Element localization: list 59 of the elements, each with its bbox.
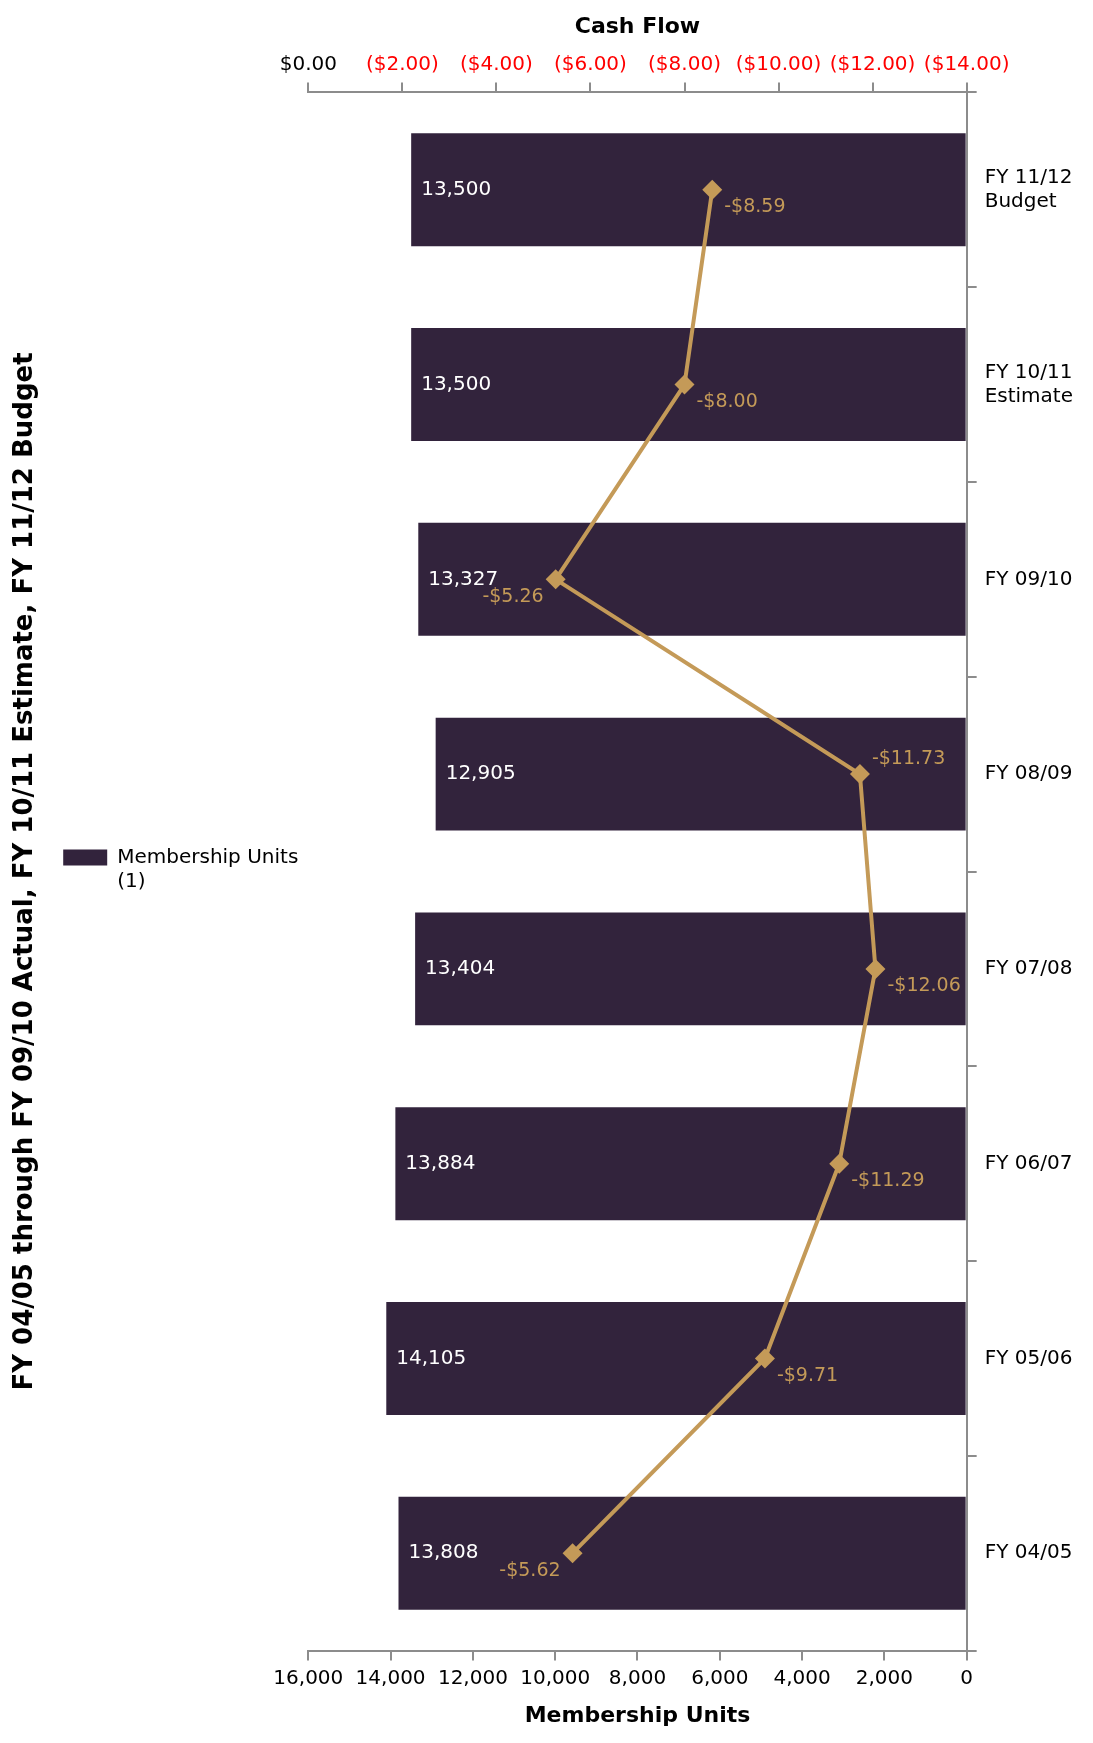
x2-tick-label: $0.00: [279, 50, 337, 75]
y-tick-label: FY 05/06: [984, 1344, 1073, 1369]
x-tick-label: 6,000: [691, 1664, 749, 1689]
bar: [398, 1496, 966, 1610]
point: [829, 1153, 850, 1174]
x-tick-label: 4,000: [773, 1664, 831, 1689]
x2-tick-label: ($8.00): [648, 50, 721, 75]
point: [865, 958, 886, 979]
y-tick-label: FY 11/12 Budget: [984, 163, 1073, 212]
y-tick-label: FY 09/10: [984, 565, 1073, 590]
data-label: -$5.62: [499, 1557, 561, 1580]
point: [562, 1543, 583, 1564]
y-tick-label: FY 10/11 Estimate: [984, 358, 1073, 407]
data-label: 13,808: [408, 1539, 479, 1564]
bar: [415, 912, 966, 1026]
bar: [395, 1107, 966, 1221]
x2-tick-label: ($4.00): [459, 50, 533, 75]
point: [754, 1348, 775, 1369]
data-label: 14,105: [396, 1344, 467, 1369]
x-tick-label: 0: [960, 1664, 974, 1689]
data-label: -$11.29: [851, 1168, 925, 1191]
text: FY 04/05 through FY 09/10 Actual, FY 10/11 Estimate, FY 11/12 Budget: [8, 352, 39, 1391]
data-label: 13,500: [421, 175, 492, 200]
x-tick-label: 12,000: [437, 1664, 508, 1689]
x-tick-label: 2,000: [855, 1664, 913, 1689]
x2-tick-label: ($10.00): [735, 50, 822, 75]
data-label: -$9.71: [776, 1362, 839, 1385]
bar: [435, 717, 966, 831]
x2-tick-label: ($12.00): [829, 50, 916, 75]
data-label: -$11.73: [871, 745, 946, 768]
data-label: 13,884: [405, 1149, 476, 1174]
x-tick-label: 8,000: [608, 1664, 667, 1689]
data-label: -$8.00: [696, 389, 758, 411]
data-label: 13,404: [425, 955, 496, 980]
x2-tick-label: ($6.00): [554, 50, 627, 75]
y-tick-label: FY 08/09: [984, 760, 1073, 785]
data-label: 13,500: [421, 370, 492, 395]
legend-label: Membership Units (1): [117, 843, 299, 892]
point: [674, 374, 695, 395]
point: [702, 179, 723, 200]
x2-tick-label: ($2.00): [365, 50, 439, 75]
y-tick-label: FY 04/05: [984, 1539, 1073, 1564]
x-tick-label: 10,000: [520, 1664, 591, 1689]
x2-axis-title: Cash Flow: [574, 12, 701, 38]
point: [545, 569, 566, 590]
x-tick-label: 16,000: [273, 1664, 344, 1689]
y-tick-label: FY 07/08: [984, 955, 1073, 980]
point: [849, 764, 870, 785]
data-label: -$8.59: [724, 194, 786, 217]
bar: [386, 1301, 966, 1415]
y-tick-label: FY 06/07: [984, 1149, 1073, 1174]
x2-tick-label: ($14.00): [923, 50, 1010, 75]
bar: [411, 133, 966, 247]
bar: [418, 522, 966, 636]
data-label: 12,905: [445, 760, 516, 785]
x-axis-title: Membership Units: [524, 1701, 751, 1727]
bar: [411, 328, 966, 442]
x-tick-label: 14,000: [355, 1664, 426, 1689]
data-label: -$12.06: [887, 973, 961, 996]
